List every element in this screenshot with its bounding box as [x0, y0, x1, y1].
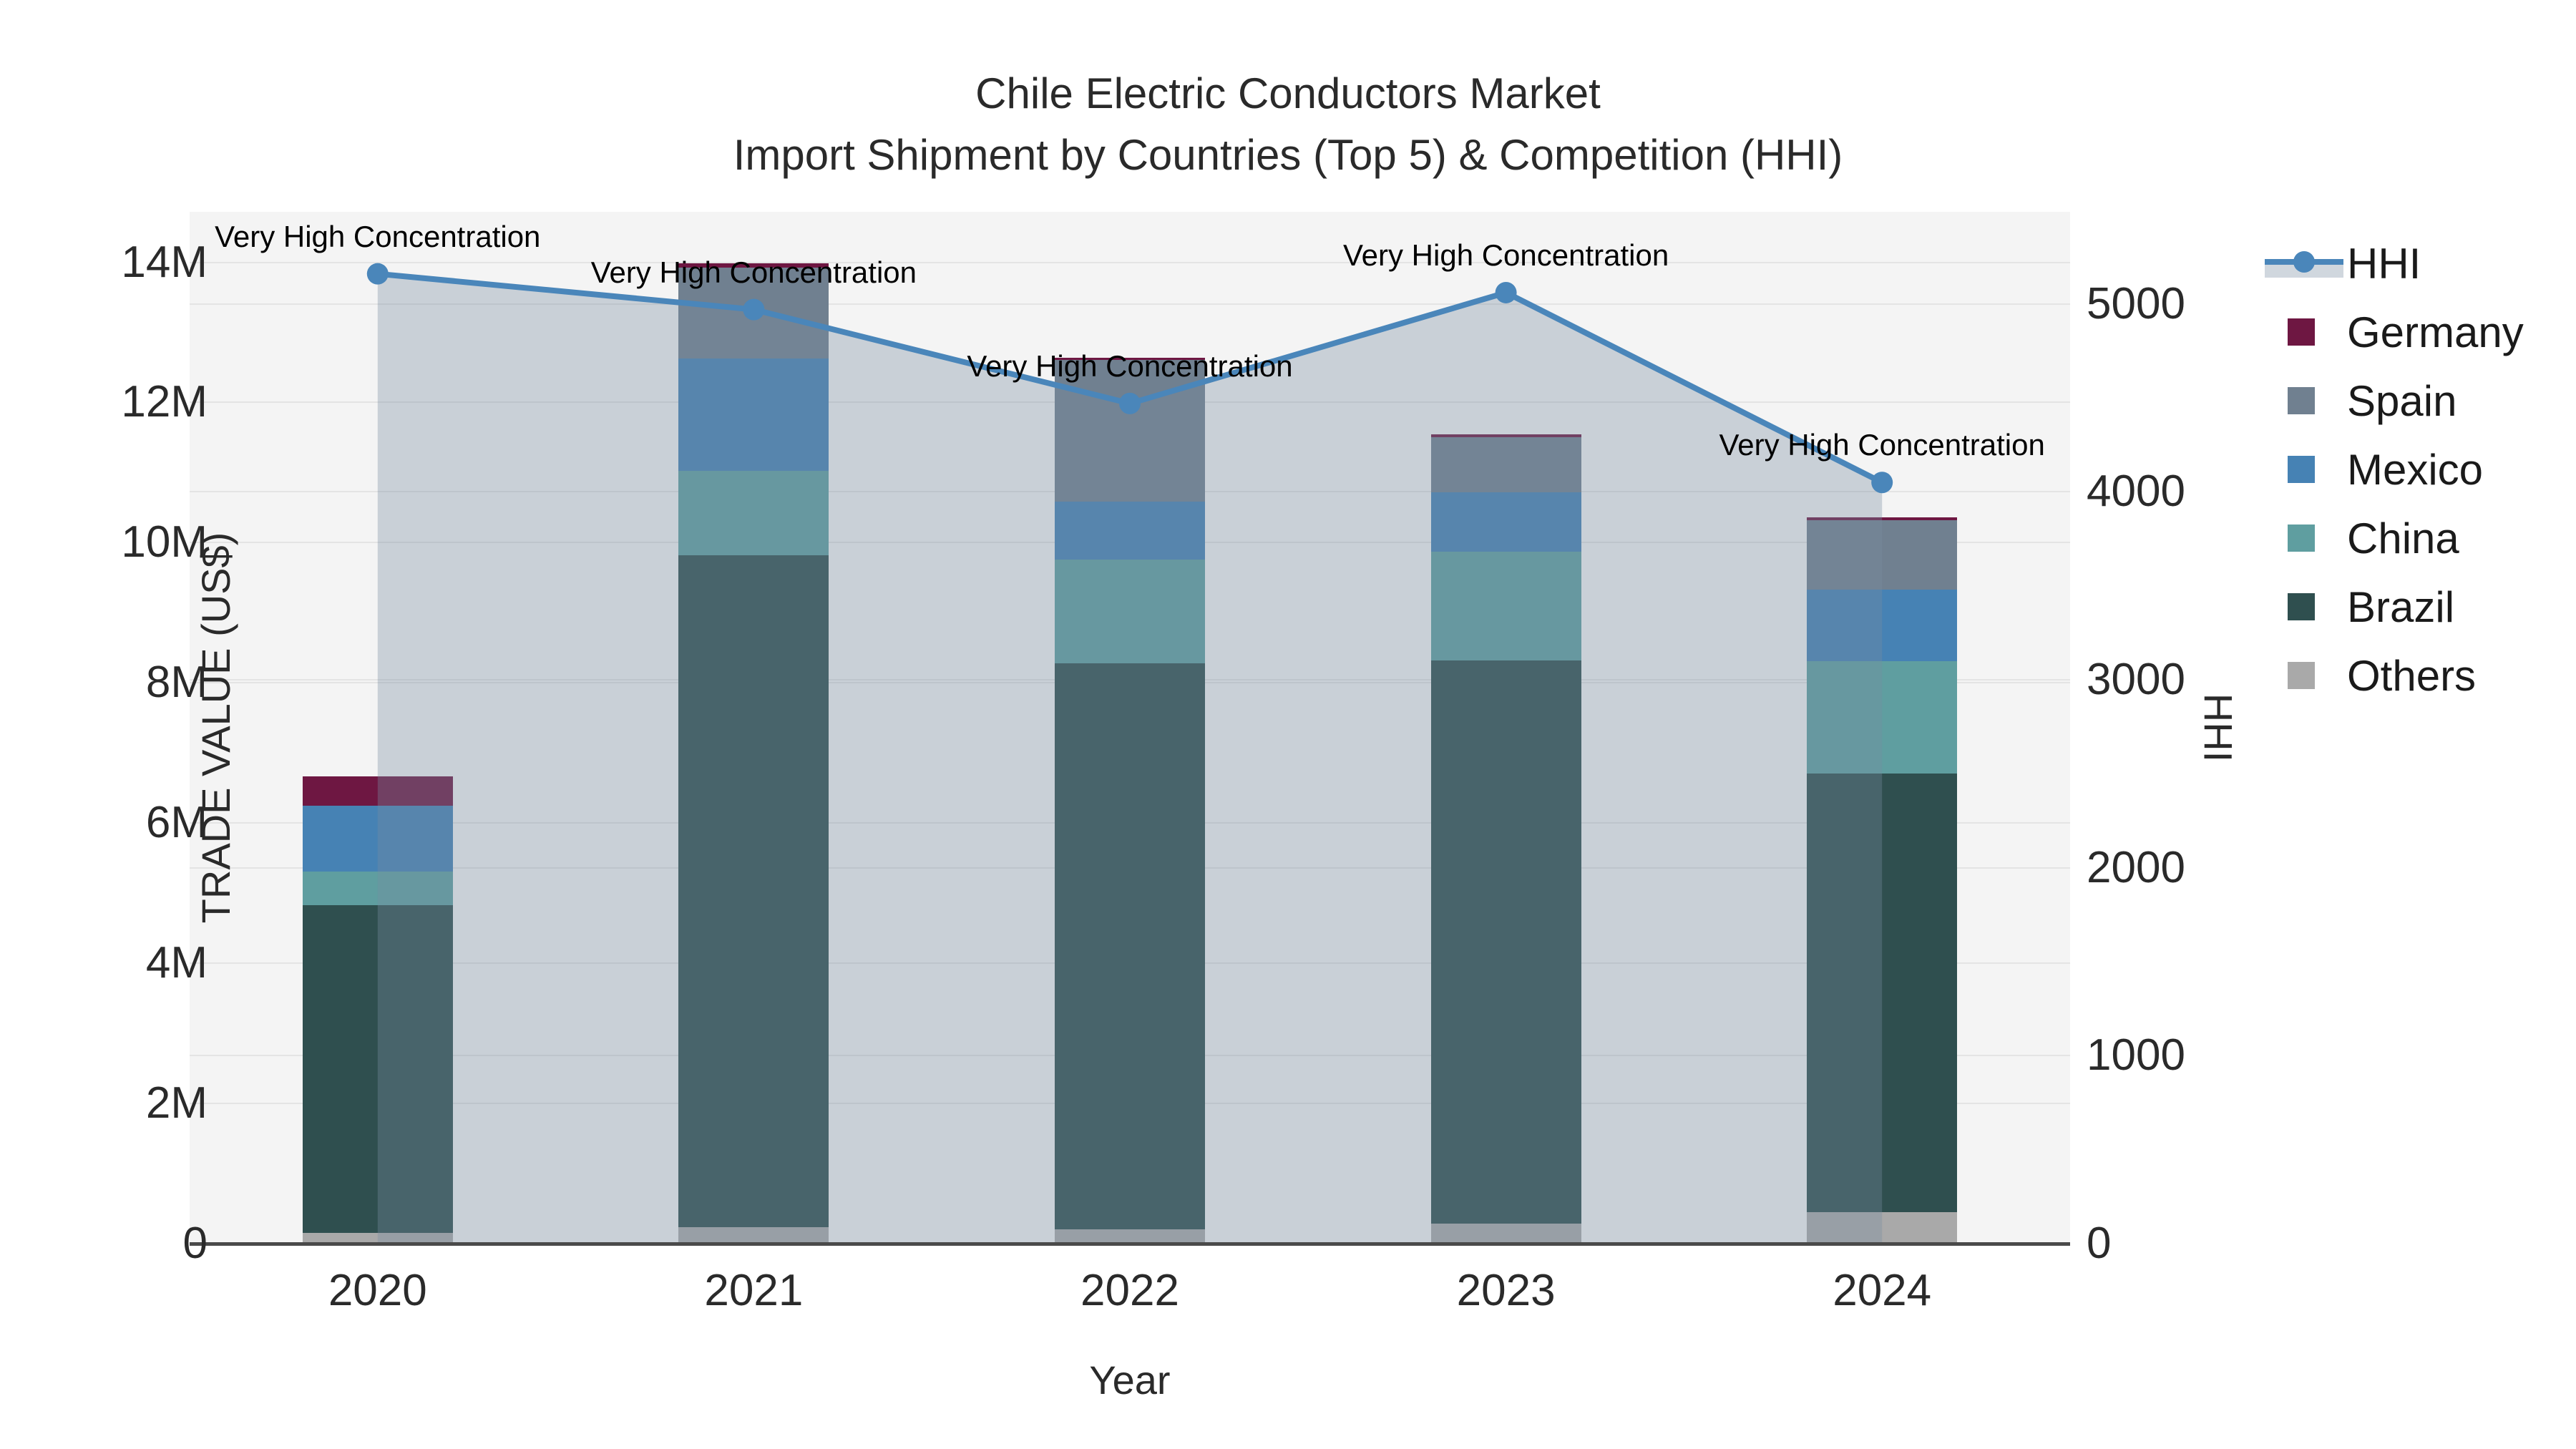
bar-2023-mexico[interactable]: [1430, 492, 1581, 552]
legend-item-others[interactable]: Others: [2254, 641, 2576, 710]
right-tick-1000: 1000: [2087, 1030, 2185, 1080]
bar-2020-germany[interactable]: [302, 776, 453, 806]
legend-label-hhi: HHI: [2347, 239, 2421, 288]
x-axis-line: [190, 1242, 2070, 1246]
bar-2024-brazil[interactable]: [1807, 773, 1958, 1212]
legend-item-germany[interactable]: Germany: [2254, 298, 2576, 366]
bar-2020-others[interactable]: [302, 1233, 453, 1244]
x-tick-2022: 2022: [1080, 1266, 1179, 1315]
right-axis-title: HHI: [2195, 693, 2241, 763]
bar-2023-others[interactable]: [1430, 1223, 1581, 1244]
bar-2021-others[interactable]: [678, 1227, 829, 1244]
bar-2023-germany[interactable]: [1430, 434, 1581, 438]
bar-2022-mexico[interactable]: [1055, 501, 1205, 560]
x-axis-title: Year: [1089, 1357, 1171, 1402]
legend-swatch-germany: [2288, 318, 2315, 346]
legend-label-brazil: Brazil: [2347, 582, 2455, 631]
legend-item-hhi[interactable]: HHI: [2254, 229, 2576, 298]
right-tick-0: 0: [2087, 1219, 2112, 1268]
bar-2020-mexico[interactable]: [302, 805, 453, 872]
hhi-legend-marker: [2293, 251, 2315, 273]
hhi-marker-2020[interactable]: [366, 263, 389, 285]
chart-title-line1: Chile Electric Conductors Market: [975, 69, 1601, 117]
annotation-2021: Very High Concentration: [590, 255, 917, 289]
x-tick-2020: 2020: [328, 1266, 427, 1315]
legend-label-others: Others: [2347, 651, 2477, 700]
left-tick-0: 0: [182, 1219, 208, 1268]
bar-2024-germany[interactable]: [1807, 517, 1958, 521]
legend-swatch-brazil: [2288, 593, 2315, 620]
bar-2020-brazil[interactable]: [302, 904, 453, 1234]
bar-2024-mexico[interactable]: [1807, 590, 1958, 661]
bar-2022-china[interactable]: [1055, 559, 1205, 663]
bar-2021-china[interactable]: [678, 471, 829, 555]
hhi-legend-sample: [2265, 248, 2343, 279]
legend-swatch-others: [2288, 662, 2315, 689]
bar-2023-spain[interactable]: [1430, 437, 1581, 492]
x-tick-2024: 2024: [1833, 1266, 1932, 1315]
bar-2024-china[interactable]: [1807, 660, 1958, 774]
legend-item-mexico[interactable]: Mexico: [2254, 435, 2576, 504]
hhi-marker-2024[interactable]: [1871, 472, 1893, 494]
annotation-2023: Very High Concentration: [1342, 238, 1669, 272]
legend-label-mexico: Mexico: [2347, 445, 2484, 494]
bar-2021-brazil[interactable]: [678, 555, 829, 1228]
right-tick-5000: 5000: [2087, 278, 2185, 328]
hhi-marker-2022[interactable]: [1119, 392, 1141, 414]
chart-title-line2: Import Shipment by Countries (Top 5) & C…: [733, 131, 1843, 179]
left-tick-14M: 14M: [121, 237, 208, 287]
annotation-2020: Very High Concentration: [215, 219, 541, 253]
legend-item-china[interactable]: China: [2254, 504, 2576, 572]
annotation-2022: Very High Concentration: [967, 348, 1293, 383]
left-tick-4M: 4M: [145, 938, 208, 988]
bar-2023-china[interactable]: [1430, 552, 1581, 660]
right-tick-4000: 4000: [2087, 467, 2185, 517]
bar-2021-mexico[interactable]: [678, 358, 829, 472]
gridline-right-5000: [190, 303, 2070, 305]
left-tick-10M: 10M: [121, 517, 208, 567]
legend-item-spain[interactable]: Spain: [2254, 366, 2576, 435]
bar-2022-brazil[interactable]: [1055, 663, 1205, 1230]
left-tick-6M: 6M: [145, 798, 208, 848]
bar-2020-china[interactable]: [302, 871, 453, 905]
legend-swatch-mexico: [2288, 456, 2315, 483]
left-tick-12M: 12M: [121, 377, 208, 427]
legend-label-china: China: [2347, 514, 2459, 562]
right-tick-2000: 2000: [2087, 842, 2185, 892]
left-axis-title: TRADE VALUE (US$): [192, 532, 238, 924]
hhi-marker-2023[interactable]: [1495, 281, 1517, 303]
legend-swatch-china: [2288, 525, 2315, 552]
annotation-2024: Very High Concentration: [1719, 428, 2045, 462]
right-tick-3000: 3000: [2087, 655, 2185, 705]
legend-item-brazil[interactable]: Brazil: [2254, 572, 2576, 641]
legend-label-spain: Spain: [2347, 376, 2457, 425]
bar-2022-others[interactable]: [1055, 1229, 1205, 1244]
bar-2024-others[interactable]: [1807, 1211, 1958, 1244]
gridline-left-14M: [190, 261, 2070, 263]
left-tick-2M: 2M: [145, 1078, 208, 1128]
hhi-marker-2021[interactable]: [743, 298, 765, 321]
legend-label-germany: Germany: [2347, 308, 2524, 356]
left-tick-8M: 8M: [145, 658, 208, 708]
legend-swatch-spain: [2288, 387, 2315, 414]
x-tick-2023: 2023: [1456, 1266, 1556, 1315]
bar-2021-germany[interactable]: [678, 263, 829, 268]
bar-2024-spain[interactable]: [1807, 520, 1958, 590]
bar-2023-brazil[interactable]: [1430, 660, 1581, 1224]
x-tick-2021: 2021: [704, 1266, 804, 1315]
